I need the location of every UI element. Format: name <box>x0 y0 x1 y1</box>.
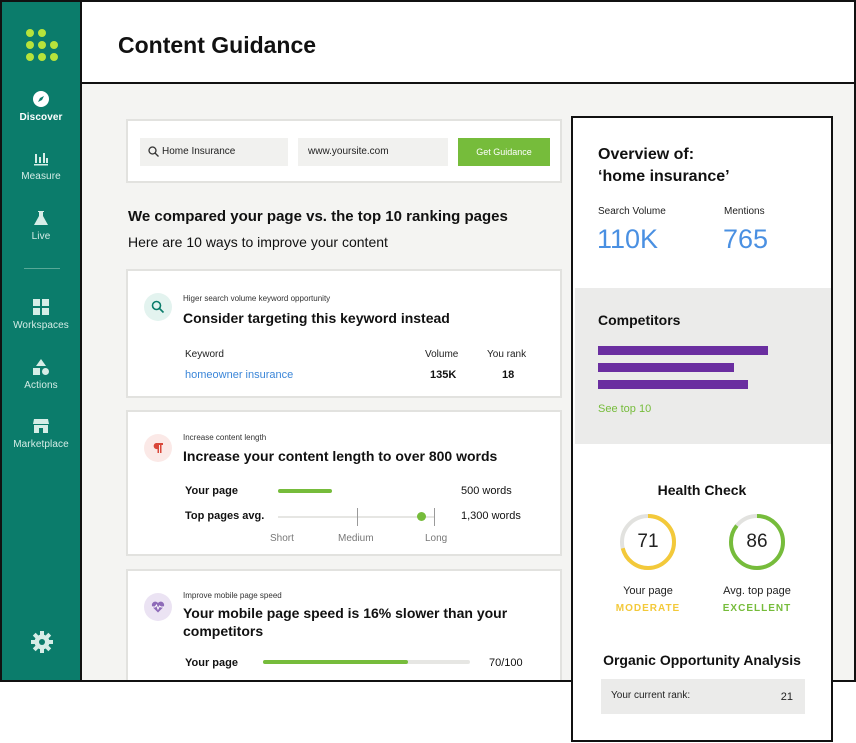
your-page-gauge: 71 <box>618 512 678 572</box>
avg-gauge-label: Avg. top page <box>723 585 791 597</box>
competitor-bar <box>598 363 734 372</box>
grid-icon <box>33 299 49 315</box>
column-header-rank: You rank <box>487 349 527 360</box>
your-page-label: Your page <box>185 657 238 669</box>
scale-label-medium: Medium <box>338 533 374 544</box>
overview-title: Overview of: ‘home insurance’ <box>598 144 730 188</box>
keyword-volume: 135K <box>430 369 457 381</box>
current-rank-label: Your current rank: <box>611 690 691 701</box>
overview-title-line1: Overview of: <box>598 146 695 163</box>
logo-icon[interactable] <box>26 29 58 61</box>
heartbeat-badge <box>144 593 172 621</box>
compare-heading: We compared your page vs. the top 10 ran… <box>128 208 508 225</box>
get-guidance-button[interactable]: Get Guidance <box>458 138 550 166</box>
column-header-volume: Volume <box>425 349 459 360</box>
speed-track <box>263 660 470 664</box>
mentions-value: 765 <box>723 224 769 254</box>
competitors-title: Competitors <box>598 312 681 328</box>
gauge-ring <box>729 514 785 570</box>
length-scale-track <box>278 516 434 518</box>
page-speed-card: Improve mobile page speed Your mobile pa… <box>126 569 562 680</box>
keyword-opportunity-card: Higer search volume keyword opportunity … <box>126 269 562 398</box>
avg-top-page-gauge: 86 <box>727 512 787 572</box>
see-top-10-link[interactable]: See top 10 <box>598 403 652 415</box>
gear-icon[interactable] <box>31 631 53 653</box>
search-volume-label: Search Volume <box>598 206 666 217</box>
column-header-keyword: Keyword <box>185 349 224 360</box>
card-title: Your mobile page speed is 16% slower tha… <box>183 605 508 639</box>
speed-score: 70/100 <box>489 657 523 669</box>
search-volume-value: 110K <box>597 224 659 254</box>
url-input[interactable]: www.yoursite.com <box>298 138 448 166</box>
sidebar-item-label: Workspaces <box>13 320 69 331</box>
organic-analysis-title: Organic Opportunity Analysis <box>603 652 801 668</box>
content-length-card: Increase content length Increase your co… <box>126 410 562 556</box>
top-pages-marker <box>417 512 426 521</box>
mentions-label: Mentions <box>724 206 765 217</box>
compass-icon <box>33 91 49 107</box>
flask-icon <box>34 211 48 225</box>
heartbeat-icon <box>151 601 165 613</box>
sidebar-item-label: Measure <box>21 171 61 182</box>
avg-status: EXCELLENT <box>722 603 792 614</box>
your-page-words: 500 words <box>461 485 512 497</box>
scale-label-short: Short <box>270 533 294 544</box>
sidebar-item-label: Marketplace <box>13 439 69 450</box>
card-eyebrow: Improve mobile page speed <box>183 591 282 600</box>
search-bar: Home Insurance www.yoursite.com Get Guid… <box>126 119 562 183</box>
url-value: www.yoursite.com <box>308 146 389 157</box>
page-title: Content Guidance <box>118 32 317 58</box>
header: Content Guidance <box>82 2 854 84</box>
bar-chart-icon <box>34 153 48 166</box>
card-title: Increase your content length to over 800… <box>183 448 498 464</box>
card-eyebrow: Higer search volume keyword opportunity <box>183 294 331 303</box>
compare-subheading: Here are 10 ways to improve your content <box>128 234 388 250</box>
competitors-section: Competitors See top 10 <box>575 288 831 444</box>
top-pages-label: Top pages avg. <box>185 510 265 522</box>
search-icon <box>151 300 165 314</box>
search-badge <box>144 293 172 321</box>
keyword-value: Home Insurance <box>162 146 236 157</box>
overview-title-line2: ‘home insurance’ <box>598 168 730 185</box>
scale-label-long: Long <box>425 533 448 544</box>
competitor-bar <box>598 380 748 389</box>
health-check-title: Health Check <box>657 482 747 498</box>
scale-tick <box>357 508 358 526</box>
competitor-bar <box>598 346 768 355</box>
top-pages-words: 1,300 words <box>461 510 521 522</box>
your-page-score: 71 <box>637 531 659 552</box>
sidebar-item-discover[interactable]: Discover <box>2 90 80 123</box>
shapes-icon <box>33 359 49 375</box>
your-page-length-bar <box>278 489 332 493</box>
keyword-rank: 18 <box>502 369 515 381</box>
keyword-link[interactable]: homeowner insurance <box>185 369 294 381</box>
sidebar-item-measure[interactable]: Measure <box>2 149 80 182</box>
sidebar-item-label: Live <box>31 231 51 242</box>
search-icon <box>148 146 159 157</box>
sidebar-item-workspaces[interactable]: Workspaces <box>2 298 80 331</box>
sidebar-item-live[interactable]: Live <box>2 209 80 242</box>
your-page-label: Your page <box>185 485 238 497</box>
keyword-input[interactable]: Home Insurance <box>140 138 288 166</box>
current-rank-value: 21 <box>780 691 793 703</box>
current-rank-box: Your current rank: 21 <box>601 679 805 714</box>
sidebar-item-label: Actions <box>24 380 58 391</box>
your-page-status: MODERATE <box>615 603 681 614</box>
sidebar-divider <box>24 268 60 269</box>
paragraph-icon <box>153 443 163 453</box>
sidebar-item-label: Discover <box>19 112 63 123</box>
card-title: Consider targeting this keyword instead <box>183 310 450 326</box>
card-eyebrow: Increase content length <box>183 433 267 442</box>
sidebar-item-marketplace[interactable]: Marketplace <box>2 417 80 450</box>
overview-panel: Overview of: ‘home insurance’ Search Vol… <box>571 116 833 742</box>
gauge-ring <box>620 514 676 570</box>
scale-tick <box>434 508 435 526</box>
sidebar-item-actions[interactable]: Actions <box>2 358 80 391</box>
sidebar: Discover Measure Live Workspaces Actions… <box>2 2 82 680</box>
avg-top-page-score: 86 <box>746 531 768 552</box>
your-page-gauge-label: Your page <box>623 585 673 597</box>
speed-progress-fill <box>263 660 408 664</box>
store-icon <box>33 419 49 433</box>
paragraph-badge <box>144 434 172 462</box>
